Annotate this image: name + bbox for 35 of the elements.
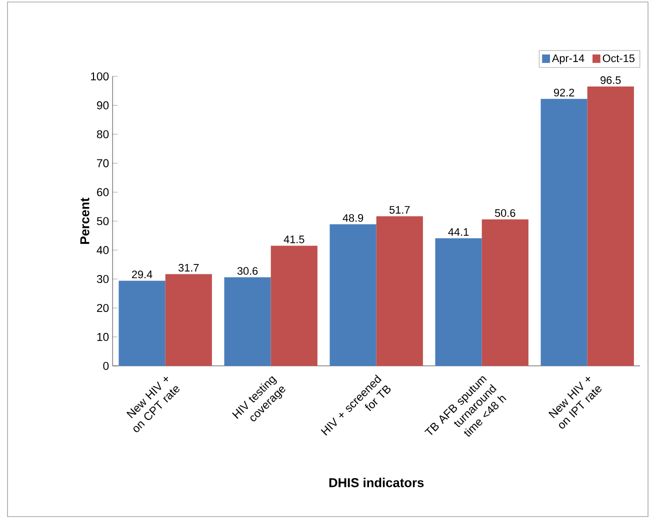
data-label: 44.1: [448, 228, 469, 236]
bar: [118, 280, 166, 366]
y-tick-label: 30: [96, 275, 109, 284]
bar: [224, 277, 271, 366]
legend-label: Apr-14: [552, 54, 584, 64]
x-axis-title: DHIS indicators: [329, 478, 424, 488]
bar: [330, 224, 376, 366]
data-label: 96.5: [600, 76, 621, 84]
bar: [270, 246, 318, 366]
y-tick-label: 10: [97, 333, 109, 342]
y-tick-label: 40: [96, 246, 109, 254]
y-tick-label: 0: [103, 362, 109, 370]
bar: [482, 220, 528, 366]
y-tick-label: 60: [97, 188, 109, 196]
y-tick-label: 20: [97, 304, 109, 312]
data-label: 48.9: [342, 214, 364, 222]
data-label: 50.6: [494, 209, 516, 218]
y-tick-label: 70: [97, 159, 109, 168]
bar: [165, 274, 212, 366]
bar: [376, 216, 423, 366]
y-axis-title: Percent: [80, 198, 90, 244]
y-tick-label: 50: [96, 217, 109, 226]
bar: [540, 99, 588, 366]
data-label: 29.4: [132, 270, 152, 278]
y-tick-label: 100: [91, 72, 109, 81]
legend-label: Oct-15: [602, 54, 634, 62]
y-tick-label: 90: [96, 101, 109, 110]
data-label: 30.6: [237, 267, 258, 275]
data-label: 92.2: [554, 88, 574, 97]
data-label: 31.7: [178, 264, 199, 272]
y-tick-label: 80: [96, 130, 109, 138]
bar: [587, 86, 634, 366]
data-label: 41.5: [284, 236, 304, 244]
data-label: 51.7: [389, 206, 410, 214]
bar: [435, 238, 482, 366]
